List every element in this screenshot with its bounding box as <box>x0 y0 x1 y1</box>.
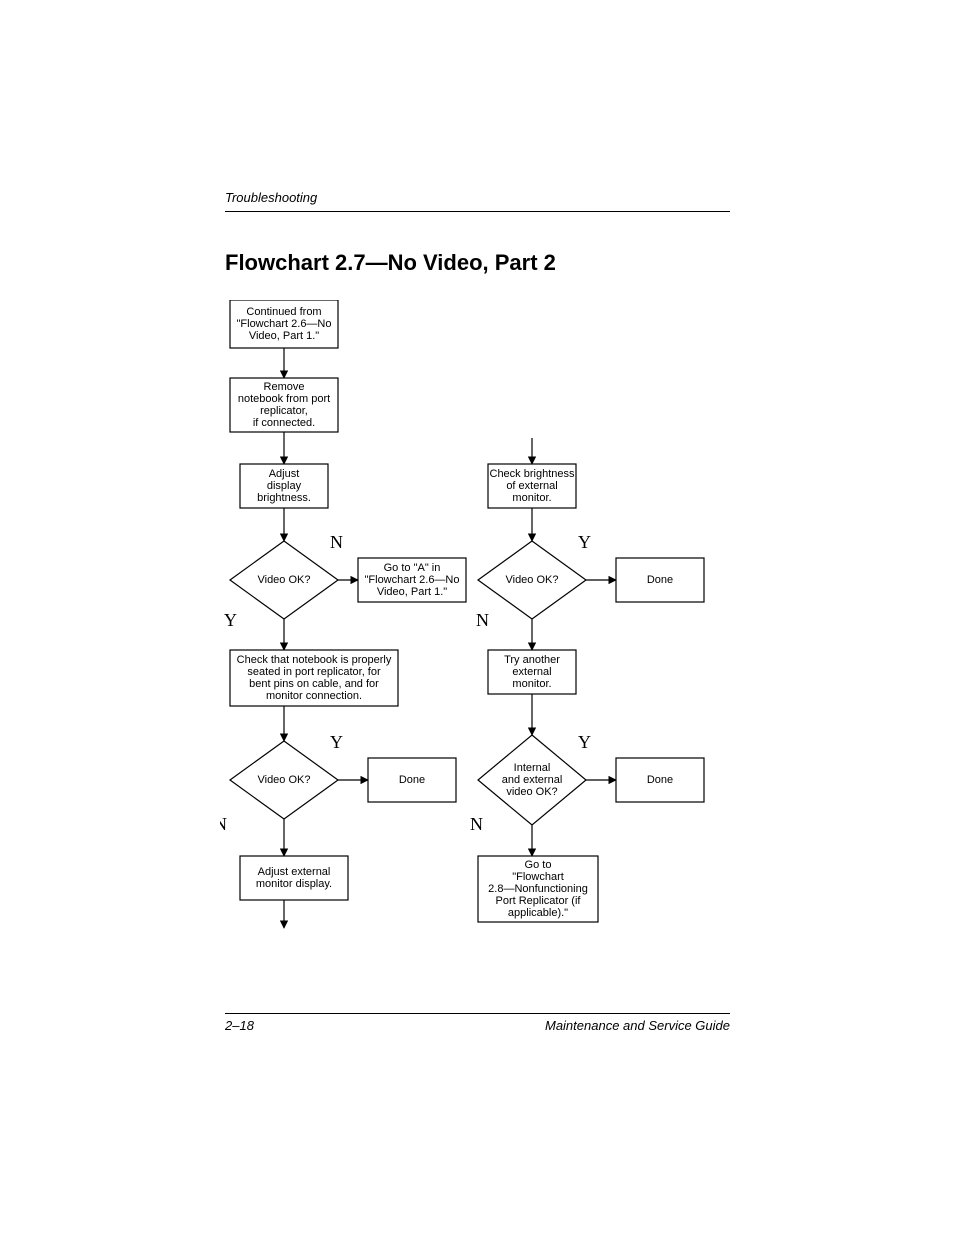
flow-node-text: "Flowchart 2.6—No <box>237 318 332 330</box>
guide-title: Maintenance and Service Guide <box>545 1018 730 1033</box>
footer-rule <box>225 1013 730 1014</box>
flow-node-text: Go to "A" in <box>384 562 441 574</box>
flow-node-text: if connected. <box>253 417 315 429</box>
flow-node-text: "Flowchart <box>512 871 564 883</box>
flow-node-text: Go to <box>525 859 552 871</box>
flow-node-text: Video, Part 1." <box>377 586 447 598</box>
flow-edge-label: Y <box>578 532 591 552</box>
flow-edge-label: N <box>470 814 483 834</box>
header-rule <box>225 211 730 212</box>
flow-node-text: replicator, <box>260 405 308 417</box>
flow-node-text: Adjust <box>269 468 300 480</box>
flowchart-container: NYYNYNYNContinued from"Flowchart 2.6—NoV… <box>220 300 730 965</box>
flow-edge-label: N <box>220 814 227 834</box>
flow-node-text: monitor. <box>512 678 551 690</box>
flow-node-text: Done <box>399 774 425 786</box>
flow-node-text: Video OK? <box>257 774 310 786</box>
flow-node-text: "Flowchart 2.6—No <box>365 574 460 586</box>
flow-edge-label: N <box>330 532 343 552</box>
flow-node-text: Check brightness <box>490 468 575 480</box>
page-number: 2–18 <box>225 1018 254 1033</box>
flow-node-text: Continued from <box>246 306 321 318</box>
flow-node-text: Internal <box>514 762 551 774</box>
flow-node-text: 2.8—Nonfunctioning <box>488 883 588 895</box>
flow-node-text: Video OK? <box>505 574 558 586</box>
flow-node-text: monitor. <box>512 492 551 504</box>
flow-edge-label: N <box>476 610 489 630</box>
flow-node-text: Try another <box>504 654 560 666</box>
flow-node-text: Video, Part 1." <box>249 330 319 342</box>
flow-node-text: Done <box>647 774 673 786</box>
section-label: Troubleshooting <box>225 190 730 205</box>
flow-node-text: external <box>512 666 551 678</box>
flow-node-text: monitor display. <box>256 878 332 890</box>
flow-node-text: brightness. <box>257 492 311 504</box>
flow-node-text: applicable)." <box>508 907 568 919</box>
flow-node-text: notebook from port <box>238 393 330 405</box>
flow-node-text: Adjust external <box>258 866 331 878</box>
flow-node-text: display <box>267 480 302 492</box>
flow-edge-label: Y <box>224 610 237 630</box>
flow-node-text: video OK? <box>506 786 557 798</box>
flow-node-text: Remove <box>264 381 305 393</box>
page-title: Flowchart 2.7—No Video, Part 2 <box>225 250 556 276</box>
flow-node-text: bent pins on cable, and for <box>249 678 379 690</box>
flow-node-text: Video OK? <box>257 574 310 586</box>
flowchart-svg: NYYNYNYNContinued from"Flowchart 2.6—NoV… <box>220 300 730 960</box>
flow-node-text: Port Replicator (if <box>496 895 582 907</box>
page: Troubleshooting Flowchart 2.7—No Video, … <box>0 0 954 1235</box>
flow-edge-label: Y <box>330 732 343 752</box>
flow-node-text: Done <box>647 574 673 586</box>
flow-node-text: Check that notebook is properly <box>237 654 392 666</box>
flow-node-text: seated in port replicator, for <box>247 666 381 678</box>
flow-node-text: and external <box>502 774 563 786</box>
flow-node-text: of external <box>506 480 557 492</box>
page-header: Troubleshooting <box>225 190 730 212</box>
flow-node-text: monitor connection. <box>266 690 362 702</box>
flow-edge-label: Y <box>578 732 591 752</box>
